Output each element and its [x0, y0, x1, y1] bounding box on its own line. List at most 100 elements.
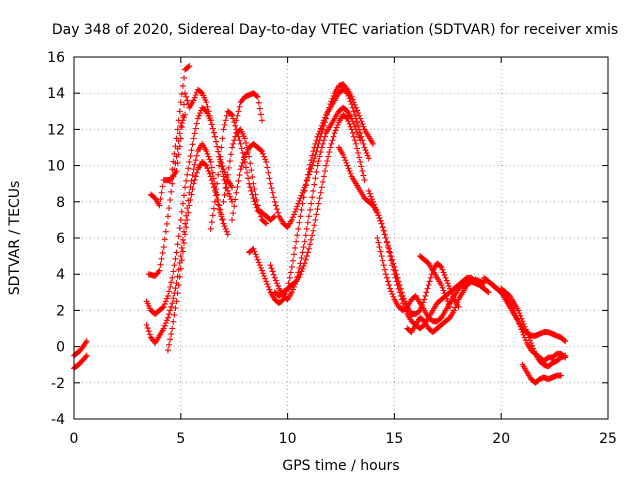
- data-point: [350, 108, 357, 115]
- data-point: [217, 153, 224, 160]
- data-point: [424, 285, 431, 292]
- x-tick-label: 0: [70, 431, 79, 447]
- data-point: [193, 169, 200, 176]
- data-point: [218, 144, 225, 151]
- y-tick-label: 12: [47, 122, 65, 138]
- x-tick-label: 15: [385, 431, 403, 447]
- data-point: [251, 248, 258, 255]
- data-point: [343, 89, 350, 96]
- data-point: [209, 125, 216, 132]
- data-point: [308, 157, 315, 164]
- data-point: [191, 161, 198, 168]
- data-point: [202, 161, 209, 168]
- data-point: [186, 158, 193, 165]
- data-point: [219, 216, 226, 223]
- data-point: [362, 147, 369, 154]
- data-point: [265, 169, 272, 176]
- data-point: [370, 140, 377, 147]
- data-point: [195, 112, 202, 119]
- data-point: [309, 152, 316, 159]
- data-point: [182, 231, 189, 238]
- data-point: [189, 186, 196, 193]
- data-point: [271, 274, 278, 281]
- data-point: [224, 171, 231, 178]
- data-point: [363, 149, 370, 156]
- data-point: [389, 256, 396, 263]
- data-point: [187, 153, 194, 160]
- data-point: [179, 248, 186, 255]
- data-point: [360, 172, 367, 179]
- data-point: [183, 177, 190, 184]
- data-point: [214, 180, 221, 187]
- data-point: [438, 263, 445, 270]
- data-point: [321, 114, 328, 121]
- data-point: [227, 111, 234, 118]
- data-point: [183, 224, 190, 231]
- data-point: [220, 220, 227, 227]
- data-point: [377, 248, 384, 255]
- data-point: [173, 135, 180, 142]
- data-point: [230, 210, 237, 217]
- data-point: [378, 253, 385, 260]
- data-point: [388, 288, 395, 295]
- data-point: [255, 259, 262, 266]
- data-point: [263, 158, 270, 165]
- data-point: [252, 191, 259, 198]
- data-point: [524, 331, 531, 338]
- data-point: [397, 292, 404, 299]
- data-point: [294, 203, 301, 210]
- data-point: [250, 195, 257, 202]
- data-point: [241, 135, 248, 142]
- data-point: [184, 97, 191, 104]
- data-point: [144, 325, 151, 332]
- data-point: [177, 122, 184, 129]
- data-point: [295, 225, 302, 232]
- data-point: [309, 194, 316, 201]
- data-point: [302, 256, 309, 263]
- data-point: [208, 219, 215, 226]
- data-point: [332, 127, 339, 134]
- data-point: [249, 173, 256, 180]
- data-point: [359, 168, 366, 175]
- y-tick-label: -4: [51, 412, 65, 428]
- data-point: [426, 278, 433, 285]
- data-point: [318, 144, 325, 151]
- data-point: [383, 274, 390, 281]
- data-point: [485, 289, 492, 296]
- data-point: [229, 216, 236, 223]
- data-point: [396, 289, 403, 296]
- data-point: [166, 341, 173, 348]
- data-point: [176, 130, 183, 137]
- data-point: [355, 110, 362, 117]
- data-point: [168, 303, 175, 310]
- data-point: [354, 119, 361, 126]
- x-tick-label: 5: [176, 431, 185, 447]
- data-point: [221, 168, 228, 175]
- data-point: [352, 140, 359, 147]
- data-point: [287, 269, 294, 276]
- data-point: [234, 183, 241, 190]
- data-point: [234, 112, 241, 119]
- data-point: [351, 111, 358, 118]
- data-point: [211, 198, 218, 205]
- data-point: [256, 105, 263, 112]
- data-point: [519, 318, 526, 325]
- data-point: [83, 352, 90, 359]
- data-point: [248, 167, 255, 174]
- data-point: [399, 300, 406, 307]
- data-point: [315, 130, 322, 137]
- data-point: [355, 149, 362, 156]
- data-point: [261, 273, 268, 280]
- data-point: [314, 133, 321, 140]
- data-point: [288, 263, 295, 270]
- data-point: [222, 117, 229, 124]
- data-point: [293, 238, 300, 245]
- data-point: [268, 265, 275, 272]
- data-point: [315, 200, 322, 207]
- data-point: [204, 103, 211, 110]
- data-point: [167, 336, 174, 343]
- data-point: [376, 215, 383, 222]
- data-point: [349, 130, 356, 137]
- data-point: [348, 126, 355, 133]
- data-point: [442, 274, 449, 281]
